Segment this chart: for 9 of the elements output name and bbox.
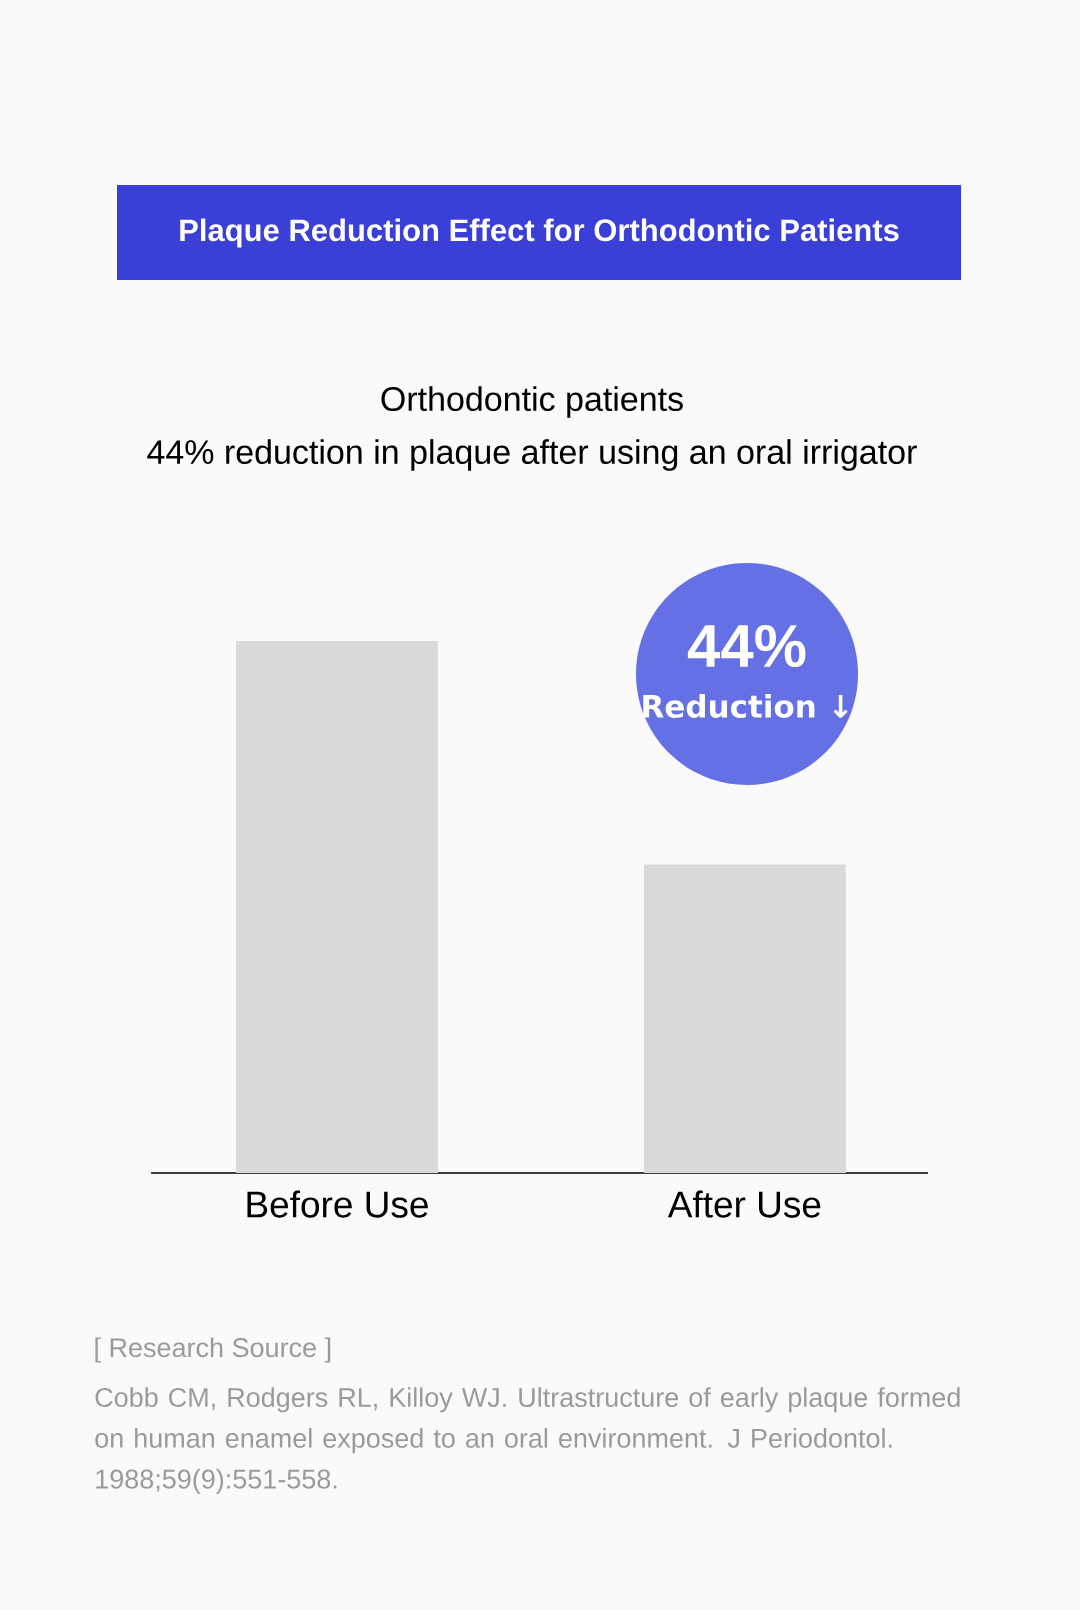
annotation: Reduction ↓ (643, 694, 848, 718)
chart-subtitle: Orthodontic patients (381, 386, 683, 418)
text: [ Research Source ] (95, 1337, 331, 1363)
x-tick-label: Before Use (247, 1190, 428, 1218)
x-tick-label: After Use (667, 1190, 821, 1218)
text: Cobb CM, Rodgers RL, Killoy WJ. Ultrastructure of early plaque formed on human enamel exposed to an oral environment. J Periodontol. 1988;59(9):551-558. (95, 1387, 960, 1494)
chart-title: Plaque Reduction Effect for Orthodontic Patients (180, 218, 899, 248)
annotation: 44% (687, 624, 806, 668)
text: 44% reduction in plaque after using an oral irrigator (147, 439, 917, 471)
